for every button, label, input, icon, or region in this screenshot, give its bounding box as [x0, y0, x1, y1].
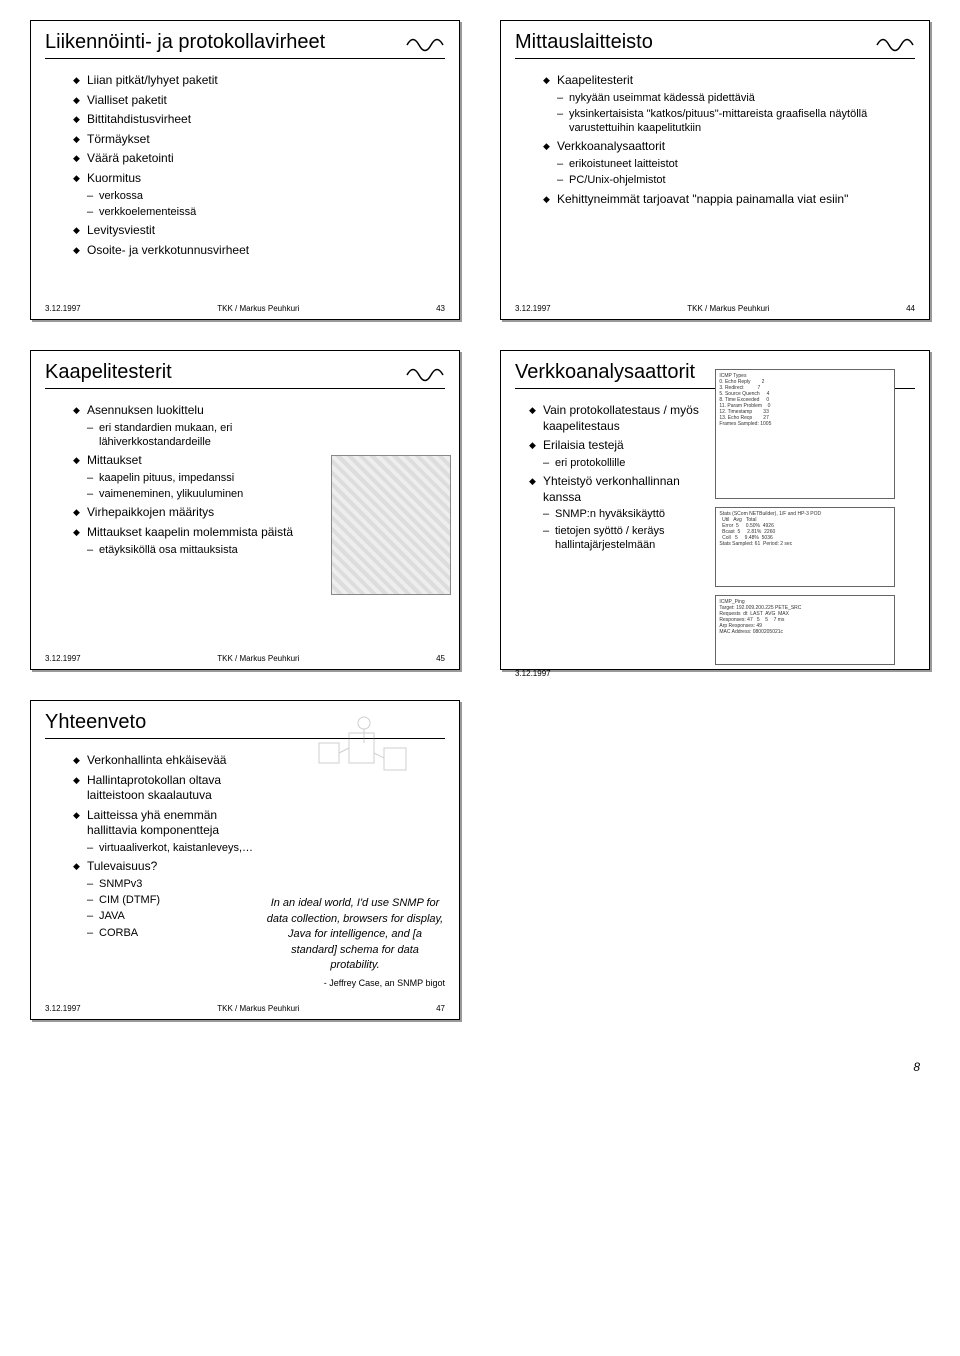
sub-bullet: tietojen syöttö / keräys hallintajärjest… — [543, 524, 705, 553]
slide-footer: 3.12.1997 — [515, 669, 915, 678]
bullet-list: Asennuksen luokittelu eri standardien mu… — [73, 403, 321, 557]
bullet-list: Kaapelitesterit nykyään useimmat kädessä… — [543, 73, 915, 207]
squiggle-icon — [405, 36, 445, 54]
sub-bullet: virtuaaliverkot, kaistanleveys,… — [87, 841, 255, 855]
bullet: Verkkoanalysaattorit erikoistuneet laitt… — [543, 139, 915, 187]
footer-date: 3.12.1997 — [45, 304, 81, 313]
bullet: Väärä paketointi — [73, 151, 445, 167]
slide-46: Verkkoanalysaattorit Vain protokollatest… — [500, 350, 930, 670]
quote-text: In an ideal world, I'd use SNMP for data… — [265, 896, 445, 973]
bullet: Osoite- ja verkkotunnusvirheet — [73, 243, 445, 259]
footer-author: TKK / Markus Peuhkuri — [687, 304, 769, 313]
bullet: Asennuksen luokittelu eri standardien mu… — [73, 403, 321, 449]
slide-footer: 3.12.1997 TKK / Markus Peuhkuri 43 — [45, 304, 445, 313]
bullet: Levitysviestit — [73, 223, 445, 239]
bullet-list: Liian pitkät/lyhyet paketit Vialliset pa… — [73, 73, 445, 258]
slide-footer: 3.12.1997 TKK / Markus Peuhkuri 47 — [45, 1004, 445, 1013]
footer-page: 43 — [436, 304, 445, 313]
slide-body: Liian pitkät/lyhyet paketit Vialliset pa… — [45, 69, 445, 300]
footer-author: TKK / Markus Peuhkuri — [217, 304, 299, 313]
bullet: Verkonhallinta ehkäisevää — [73, 753, 255, 769]
bullet: Tulevaisuus? SNMPv3 CIM (DTMF) JAVA CORB… — [73, 859, 255, 940]
bullet: Kehittyneimmät tarjoavat "nappia painama… — [543, 192, 915, 208]
bullet: Vain protokollatestaus / myös kaapelites… — [529, 403, 705, 434]
slide-title: Mittauslaitteisto — [515, 31, 915, 59]
slide-44: Mittauslaitteisto Kaapelitesterit nykyää… — [500, 20, 930, 320]
page-number: 8 — [30, 1060, 930, 1074]
sub-bullet: eri protokollille — [543, 456, 705, 470]
bullet: Vialliset paketit — [73, 93, 445, 109]
slide-body: Vain protokollatestaus / myös kaapelites… — [515, 399, 915, 665]
sub-bullet: etäyksiköllä osa mittauksista — [87, 543, 321, 557]
cable-tester-image — [331, 455, 451, 595]
footer-author: TKK / Markus Peuhkuri — [217, 654, 299, 663]
bullet: Törmäykset — [73, 132, 445, 148]
squiggle-icon — [405, 366, 445, 384]
slide-43: Liikennöinti- ja protokollavirheet Liian… — [30, 20, 460, 320]
bullet: Mittaukset kaapelin pituus, impedanssi v… — [73, 453, 321, 501]
slide-title: Kaapelitesterit — [45, 361, 445, 389]
slide-grid: Liikennöinti- ja protokollavirheet Liian… — [30, 20, 930, 1020]
sub-bullet: CORBA — [87, 926, 255, 940]
sub-bullet: kaapelin pituus, impedanssi — [87, 471, 321, 485]
bullet: Mittaukset kaapelin molemmista päistä et… — [73, 525, 321, 557]
sub-bullet: JAVA — [87, 909, 255, 923]
sub-bullet: eri standardien mukaan, eri lähiverkkost… — [87, 421, 321, 450]
sub-bullet: nykyään useimmat kädessä pidettäviä — [557, 91, 915, 105]
sub-bullet: verkkoelementeissä — [87, 205, 445, 219]
slide-footer: 3.12.1997 TKK / Markus Peuhkuri 44 — [515, 304, 915, 313]
sub-bullet: verkossa — [87, 189, 445, 203]
bullet: Erilaisia testejä eri protokollille — [529, 438, 705, 470]
bullet: Kaapelitesterit nykyään useimmat kädessä… — [543, 73, 915, 135]
sub-bullet: erikoistuneet laitteistot — [557, 157, 915, 171]
sub-bullet: CIM (DTMF) — [87, 893, 255, 907]
title-text: Kaapelitesterit — [45, 361, 172, 384]
bullet: Liian pitkät/lyhyet paketit — [73, 73, 445, 89]
footer-page: 44 — [906, 304, 915, 313]
bullet-list: Verkonhallinta ehkäisevää Hallintaprotok… — [73, 753, 255, 940]
bullet: Kuormitus verkossa verkkoelementeissä — [73, 171, 445, 219]
footer-author: TKK / Markus Peuhkuri — [217, 1004, 299, 1013]
title-text: Verkkoanalysaattorit — [515, 361, 695, 384]
slide-title: Liikennöinti- ja protokollavirheet — [45, 31, 445, 59]
summary-illustration — [309, 703, 429, 793]
stats-shot: Stats (SCom NETBuilder), 1/F and HP-3 PO… — [715, 507, 895, 587]
quote-box: In an ideal world, I'd use SNMP for data… — [265, 896, 445, 990]
title-text: Mittauslaitteisto — [515, 31, 653, 54]
footer-date: 3.12.1997 — [45, 654, 81, 663]
footer-date: 3.12.1997 — [45, 1004, 81, 1013]
footer-date: 3.12.1997 — [515, 304, 551, 313]
bullet-list: Vain protokollatestaus / myös kaapelites… — [529, 403, 705, 552]
slide-45: Kaapelitesterit Asennuksen luokittelu er… — [30, 350, 460, 670]
sub-bullet: SNMPv3 — [87, 877, 255, 891]
footer-page: 47 — [436, 1004, 445, 1013]
sub-bullet: SNMP:n hyväksikäyttö — [543, 507, 705, 521]
icmp-types-shot: ICMP Types 0. Echo Reply 2 3. Redirect 7… — [715, 369, 895, 499]
slide-47: Yhteenveto Verkonhallinta ehkäisevää Hal… — [30, 700, 460, 1020]
sub-bullet: yksinkertaisista "katkos/pituus"-mittare… — [557, 107, 915, 136]
icmp-ping-shot: ICMP_Ping Target: 192.009.200.225 PETE_S… — [715, 595, 895, 665]
slide-footer: 3.12.1997 TKK / Markus Peuhkuri 45 — [45, 654, 445, 663]
bullet: Bittitahdistusvirheet — [73, 112, 445, 128]
slide-body: Asennuksen luokittelu eri standardien mu… — [45, 399, 445, 650]
bullet: Virhepaikkojen määritys — [73, 505, 321, 521]
slide-body: Kaapelitesterit nykyään useimmat kädessä… — [515, 69, 915, 300]
footer-page: 45 — [436, 654, 445, 663]
footer-date: 3.12.1997 — [515, 669, 551, 678]
analyzer-screenshots: ICMP Types 0. Echo Reply 2 3. Redirect 7… — [715, 369, 895, 665]
bullet: Hallintaprotokollan oltava laitteistoon … — [73, 773, 255, 804]
squiggle-icon — [875, 36, 915, 54]
sub-bullet: PC/Unix-ohjelmistot — [557, 173, 915, 187]
sub-bullet: vaimeneminen, ylikuuluminen — [87, 487, 321, 501]
quote-credit: - Jeffrey Case, an SNMP bigot — [265, 977, 445, 990]
title-text: Yhteenveto — [45, 711, 146, 734]
bullet: Yhteistyö verkonhallinnan kanssa SNMP:n … — [529, 474, 705, 552]
title-text: Liikennöinti- ja protokollavirheet — [45, 31, 325, 54]
bullet: Laitteissa yhä enemmän hallittavia kompo… — [73, 808, 255, 855]
